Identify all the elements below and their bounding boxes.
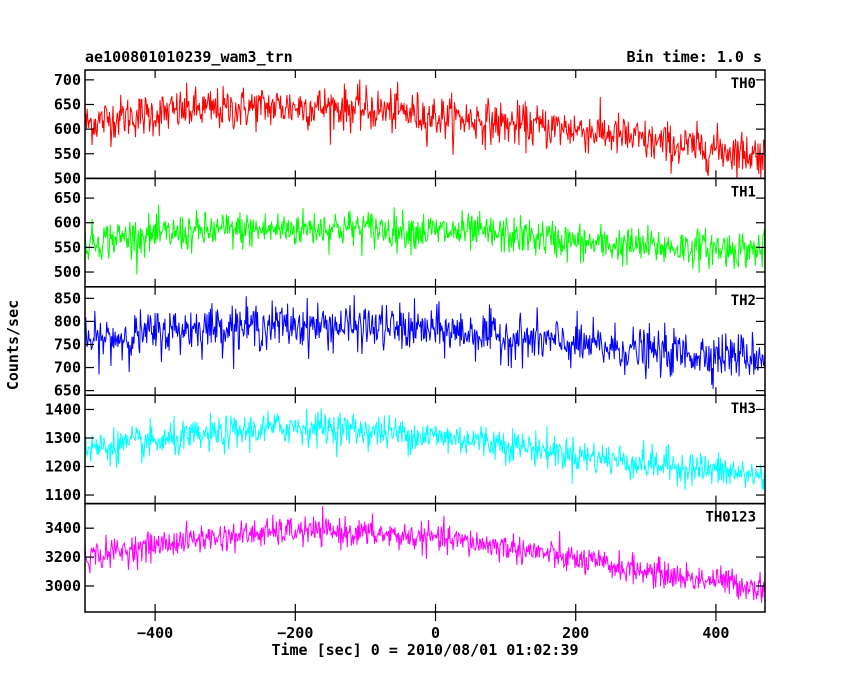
y-tick-label-th3: 1100 [45,486,81,504]
x-tick-label: −400 [137,624,173,642]
y-tick-label-th0123: 3400 [45,519,81,537]
series-line-th3 [85,408,765,491]
x-tick-label: 400 [702,624,729,642]
y-axis-label: Counts/sec [4,300,22,390]
y-tick-label-th2: 700 [54,359,81,377]
series-line-th0 [85,79,765,179]
y-tick-label-th0123: 3200 [45,548,81,566]
y-tick-label-th2: 850 [54,289,81,307]
y-tick-label-th0123: 3000 [45,577,81,595]
y-tick-label-th1: 650 [54,189,81,207]
series-line-th1 [85,204,765,275]
y-tick-label-th2: 650 [54,382,81,400]
y-tick-label-th1: 600 [54,214,81,232]
series-line-th0123 [85,506,765,603]
y-tick-label-th3: 1300 [45,429,81,447]
y-tick-label-th0: 650 [54,95,81,113]
x-axis: −400 −200 0 200 400 [137,612,729,642]
panel-label-th1: TH1 [731,184,756,200]
x-tick-label: 200 [562,624,589,642]
panel-th2: 650 700 750 800 850 TH2 [54,286,766,400]
bin-time-label: Bin time: 1.0 s [627,48,762,66]
panel-th3: 1100 1200 1300 1400 TH3 [45,394,766,505]
y-tick-label-th0: 600 [54,120,81,138]
panel-frame-th0123 [84,502,766,613]
panel-th1: 500 550 600 650 TH1 [54,177,766,288]
x-tick-label: −200 [277,624,313,642]
panel-th0123: 3000 3200 3400 TH0123 [45,502,766,613]
x-axis-label: Time [sec] 0 = 2010/08/01 01:02:39 [271,641,578,659]
panel-label-th3: TH3 [731,401,756,417]
y-tick-label-th1: 550 [54,238,81,256]
y-tick-label-th3: 1400 [45,400,81,418]
x-tick-label: 0 [431,624,440,642]
panel-label-th2: TH2 [731,293,756,309]
panels-group: 500 550 600 650 700 TH0 500 550 600 650 TH1 650 700 7… [45,69,766,613]
y-tick-label-th0: 700 [54,71,81,89]
y-tick-label-th3: 1200 [45,458,81,476]
y-tick-label-th2: 800 [54,312,81,330]
chart-title: ae100801010239_wam3_trn [85,48,293,66]
panel-label-th0123: TH0123 [705,510,756,526]
y-tick-label-th1: 500 [54,263,81,281]
panel-th0: 500 550 600 650 700 TH0 [54,69,766,187]
y-tick-label-th0: 500 [54,169,81,187]
y-tick-label-th0: 550 [54,145,81,163]
series-line-th2 [85,295,765,389]
y-tick-label-th2: 750 [54,335,81,353]
panel-label-th0: TH0 [731,76,756,92]
panel-frame-th3 [84,394,766,505]
